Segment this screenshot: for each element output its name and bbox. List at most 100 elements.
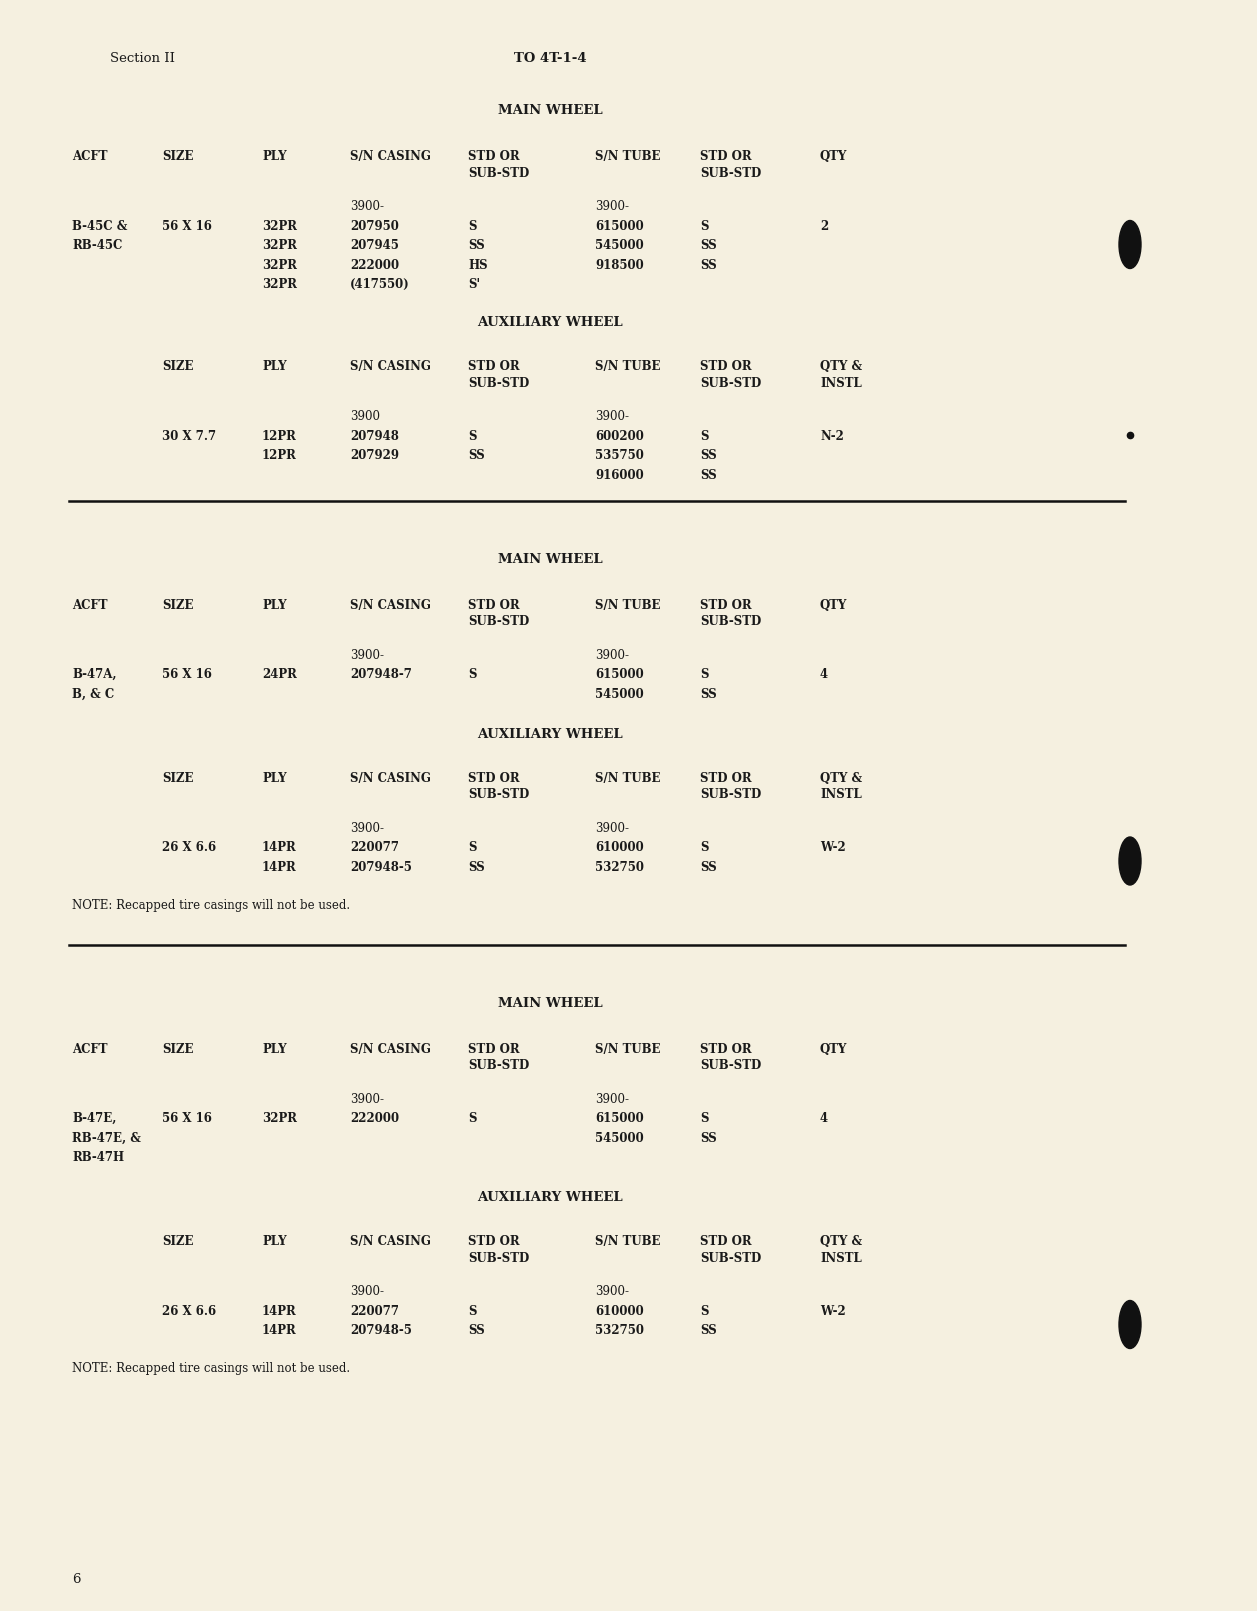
- Text: STD OR: STD OR: [468, 1236, 519, 1249]
- Text: 207945: 207945: [349, 238, 398, 251]
- Text: 56 X 16: 56 X 16: [162, 669, 212, 681]
- Text: SS: SS: [700, 1324, 716, 1337]
- Text: 3900: 3900: [349, 411, 380, 424]
- Text: W-2: W-2: [820, 841, 846, 854]
- Text: 615000: 615000: [595, 1112, 644, 1124]
- Text: S/N CASING: S/N CASING: [349, 772, 431, 785]
- Text: S/N TUBE: S/N TUBE: [595, 599, 660, 612]
- Text: HS: HS: [468, 258, 488, 272]
- Text: 3900-: 3900-: [349, 200, 383, 213]
- Text: 535750: 535750: [595, 449, 644, 462]
- Text: 615000: 615000: [595, 219, 644, 232]
- Text: 3900-: 3900-: [595, 822, 628, 834]
- Text: PLY: PLY: [261, 1236, 287, 1249]
- Text: AUXILIARY WHEEL: AUXILIARY WHEEL: [478, 1191, 622, 1203]
- Text: 3900-: 3900-: [595, 200, 628, 213]
- Text: SIZE: SIZE: [162, 599, 194, 612]
- Text: 30 X 7.7: 30 X 7.7: [162, 430, 216, 443]
- Text: 207948-5: 207948-5: [349, 1324, 412, 1337]
- Text: S/N TUBE: S/N TUBE: [595, 359, 660, 374]
- Text: AUXILIARY WHEEL: AUXILIARY WHEEL: [478, 316, 622, 329]
- Text: NOTE: Recapped tire casings will not be used.: NOTE: Recapped tire casings will not be …: [72, 1361, 351, 1376]
- Text: S: S: [468, 1112, 476, 1124]
- Text: QTY: QTY: [820, 150, 847, 163]
- Text: RB-45C: RB-45C: [72, 238, 122, 251]
- Text: S: S: [700, 219, 709, 232]
- Text: SIZE: SIZE: [162, 359, 194, 374]
- Text: S/N TUBE: S/N TUBE: [595, 150, 660, 163]
- Text: W-2: W-2: [820, 1305, 846, 1318]
- Text: SIZE: SIZE: [162, 150, 194, 163]
- Text: PLY: PLY: [261, 359, 287, 374]
- Text: SIZE: SIZE: [162, 1042, 194, 1055]
- Text: B, & C: B, & C: [72, 688, 114, 701]
- Text: SS: SS: [468, 1324, 485, 1337]
- Text: S: S: [700, 841, 709, 854]
- Text: S: S: [700, 1112, 709, 1124]
- Text: 3900-: 3900-: [595, 649, 628, 662]
- Text: 918500: 918500: [595, 258, 644, 272]
- Text: N-2: N-2: [820, 430, 843, 443]
- Text: QTY &: QTY &: [820, 359, 862, 374]
- Text: SS: SS: [700, 238, 716, 251]
- Text: ACFT: ACFT: [72, 599, 108, 612]
- Text: STD OR: STD OR: [468, 1042, 519, 1055]
- Text: B-45C &: B-45C &: [72, 219, 127, 232]
- Text: 610000: 610000: [595, 1305, 644, 1318]
- Text: NOTE: Recapped tire casings will not be used.: NOTE: Recapped tire casings will not be …: [72, 899, 351, 912]
- Text: S: S: [468, 669, 476, 681]
- Text: QTY: QTY: [820, 599, 847, 612]
- Text: 32PR: 32PR: [261, 219, 297, 232]
- Text: SUB-STD: SUB-STD: [700, 788, 762, 801]
- Text: 2: 2: [820, 219, 828, 232]
- Text: 3900-: 3900-: [349, 1092, 383, 1105]
- Text: 32PR: 32PR: [261, 279, 297, 292]
- Text: S/N TUBE: S/N TUBE: [595, 772, 660, 785]
- Text: ACFT: ACFT: [72, 150, 108, 163]
- Text: 615000: 615000: [595, 669, 644, 681]
- Text: 3900-: 3900-: [349, 1286, 383, 1298]
- Text: STD OR: STD OR: [468, 150, 519, 163]
- Text: SIZE: SIZE: [162, 1236, 194, 1249]
- Text: 6: 6: [72, 1572, 80, 1585]
- Text: STD OR: STD OR: [700, 772, 752, 785]
- Text: STD OR: STD OR: [468, 359, 519, 374]
- Text: SS: SS: [700, 860, 716, 873]
- Text: 14PR: 14PR: [261, 1305, 297, 1318]
- Text: 3900-: 3900-: [595, 411, 628, 424]
- Text: QTY: QTY: [820, 1042, 847, 1055]
- Text: 14PR: 14PR: [261, 1324, 297, 1337]
- Text: QTY &: QTY &: [820, 1236, 862, 1249]
- Text: 56 X 16: 56 X 16: [162, 219, 212, 232]
- Text: 220077: 220077: [349, 1305, 398, 1318]
- Text: MAIN WHEEL: MAIN WHEEL: [498, 553, 602, 565]
- Text: 12PR: 12PR: [261, 449, 297, 462]
- Ellipse shape: [1119, 221, 1141, 269]
- Text: QTY &: QTY &: [820, 772, 862, 785]
- Text: SUB-STD: SUB-STD: [700, 1058, 762, 1071]
- Text: PLY: PLY: [261, 599, 287, 612]
- Text: PLY: PLY: [261, 150, 287, 163]
- Text: 207950: 207950: [349, 219, 398, 232]
- Text: SUB-STD: SUB-STD: [700, 615, 762, 628]
- Text: 545000: 545000: [595, 688, 644, 701]
- Text: S': S': [468, 279, 480, 292]
- Text: 207929: 207929: [349, 449, 398, 462]
- Text: AUXILIARY WHEEL: AUXILIARY WHEEL: [478, 728, 622, 741]
- Text: SS: SS: [700, 688, 716, 701]
- Text: S: S: [700, 669, 709, 681]
- Text: 14PR: 14PR: [261, 841, 297, 854]
- Text: SUB-STD: SUB-STD: [468, 1058, 529, 1071]
- Text: S: S: [700, 430, 709, 443]
- Text: ACFT: ACFT: [72, 1042, 108, 1055]
- Text: 207948-5: 207948-5: [349, 860, 412, 873]
- Text: S: S: [468, 219, 476, 232]
- Text: S/N CASING: S/N CASING: [349, 1042, 431, 1055]
- Text: STD OR: STD OR: [700, 599, 752, 612]
- Text: (417550): (417550): [349, 279, 410, 292]
- Text: 12PR: 12PR: [261, 430, 297, 443]
- Text: 26 X 6.6: 26 X 6.6: [162, 1305, 216, 1318]
- Text: 3900-: 3900-: [349, 822, 383, 834]
- Text: S/N CASING: S/N CASING: [349, 599, 431, 612]
- Text: STD OR: STD OR: [468, 599, 519, 612]
